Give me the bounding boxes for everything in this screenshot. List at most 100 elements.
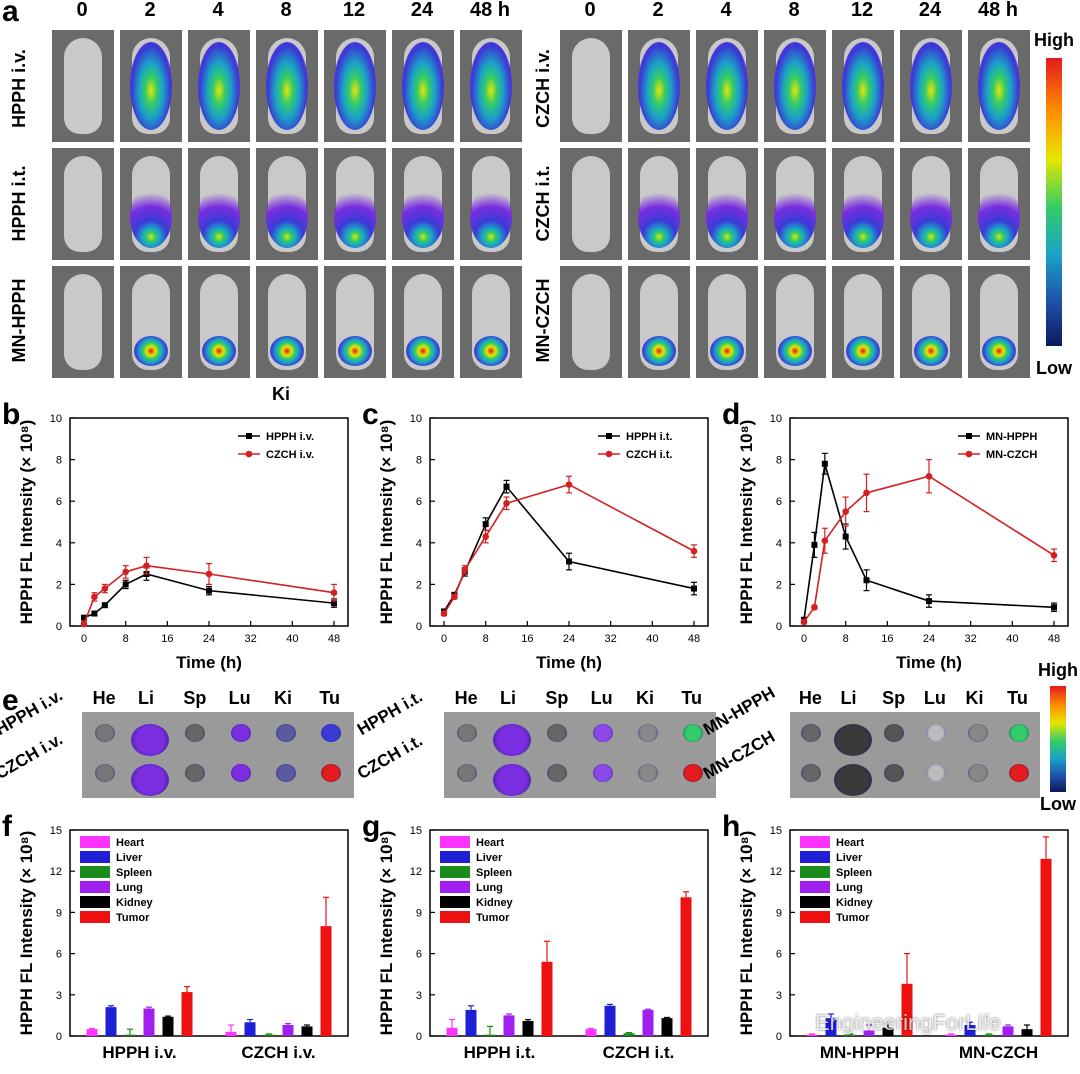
legend-label: HPPH i.t. bbox=[626, 431, 672, 443]
legend-swatch bbox=[800, 911, 830, 923]
y-tick-label: 8 bbox=[416, 455, 422, 467]
organ-sample bbox=[276, 764, 296, 782]
bar bbox=[661, 1018, 673, 1036]
colorbar-e-low: Low bbox=[1040, 794, 1076, 814]
mouse-image bbox=[628, 266, 690, 378]
y-axis-label: HPPH FL Intensity (× 10⁸) bbox=[737, 420, 756, 625]
bar bbox=[320, 926, 332, 1036]
fluorescence-signal bbox=[982, 336, 1016, 366]
organ-label: He bbox=[92, 688, 116, 708]
data-point bbox=[81, 614, 87, 621]
colorbar-a bbox=[1046, 58, 1062, 346]
organ-label: Sp bbox=[545, 688, 569, 708]
y-tick-label: 15 bbox=[770, 825, 782, 837]
fluorescence-signal bbox=[842, 186, 884, 248]
mouse-image bbox=[324, 266, 386, 378]
organ-sample bbox=[800, 724, 821, 742]
mouse-image bbox=[52, 266, 114, 378]
category-label: CZCH i.v. bbox=[241, 1043, 315, 1062]
legend-label: Kidney bbox=[476, 897, 514, 909]
legend-swatch bbox=[800, 866, 830, 878]
organ-sample bbox=[276, 724, 296, 742]
x-tick-label: 48 bbox=[688, 633, 700, 645]
data-point bbox=[143, 562, 150, 569]
data-point bbox=[863, 489, 870, 497]
mouse-image bbox=[188, 266, 250, 378]
y-tick-label: 9 bbox=[776, 907, 782, 919]
mouse-image bbox=[324, 148, 386, 260]
x-tick-label: 32 bbox=[245, 633, 257, 645]
legend-label: MN-CZCH bbox=[986, 449, 1037, 461]
fluorescence-signal bbox=[842, 42, 884, 130]
mouse-body bbox=[64, 156, 102, 252]
x-tick-label: 0 bbox=[441, 633, 447, 645]
data-point bbox=[91, 593, 98, 601]
bar bbox=[825, 1018, 837, 1036]
time-label-right-5: 24 bbox=[918, 0, 942, 21]
data-point bbox=[91, 610, 98, 617]
organ-label: Li bbox=[138, 688, 154, 708]
organ-sample bbox=[967, 724, 988, 742]
x-tick-label: 24 bbox=[563, 633, 575, 645]
fluorescence-signal bbox=[198, 186, 240, 248]
fluorescence-signal bbox=[774, 42, 816, 130]
legend-swatch bbox=[440, 896, 470, 908]
organ-sample bbox=[884, 764, 905, 782]
category-label: HPPH i.v. bbox=[102, 1043, 176, 1062]
data-point bbox=[1051, 604, 1057, 611]
bar bbox=[901, 983, 913, 1036]
plot-frame bbox=[789, 829, 1069, 1037]
y-tick-label: 10 bbox=[770, 413, 782, 425]
data-point bbox=[925, 472, 933, 480]
bar bbox=[225, 1031, 237, 1036]
data-point bbox=[821, 460, 828, 467]
bar bbox=[882, 1027, 894, 1036]
panel-letter: c bbox=[362, 398, 379, 431]
time-label-left-0: 0 bbox=[76, 0, 88, 21]
y-tick-label: 4 bbox=[416, 538, 422, 550]
organ-sample bbox=[1009, 764, 1030, 782]
legend-label: Lung bbox=[476, 882, 503, 894]
organ-sample bbox=[131, 724, 169, 756]
mouse-image bbox=[900, 30, 962, 142]
bar bbox=[844, 1034, 856, 1036]
y-tick-label: 0 bbox=[416, 621, 422, 633]
y-tick-label: 10 bbox=[410, 413, 422, 425]
organ-image-strip bbox=[790, 712, 1040, 798]
bar bbox=[503, 1015, 515, 1036]
legend-marker bbox=[606, 433, 612, 439]
bar bbox=[964, 1025, 976, 1036]
data-point bbox=[691, 585, 697, 592]
mouse-image bbox=[560, 30, 622, 142]
mouse-image bbox=[392, 266, 454, 378]
x-tick-label: 16 bbox=[161, 633, 173, 645]
organ-sample bbox=[547, 724, 568, 742]
mouse-image bbox=[900, 266, 962, 378]
y-axis-label: HPPH FL Intensity (× 10⁸) bbox=[17, 420, 36, 625]
fluorescence-signal bbox=[978, 186, 1020, 248]
organ-sample bbox=[925, 724, 946, 742]
fluorescence-signal bbox=[638, 186, 680, 248]
organ-label: Lu bbox=[590, 688, 613, 708]
bar bbox=[446, 1027, 458, 1036]
chart-f: f 0 3 6 9 12 15 HPPH FL Intensity (× 10⁸) HPPH i… bbox=[2, 812, 349, 1062]
legend-label: Liver bbox=[836, 852, 863, 864]
organ-sample bbox=[592, 764, 613, 782]
mouse-body bbox=[572, 274, 610, 370]
mouse-image bbox=[256, 266, 318, 378]
bar bbox=[105, 1007, 117, 1036]
time-label-right-1: 2 bbox=[652, 0, 664, 21]
y-tick-label: 9 bbox=[56, 907, 62, 919]
y-axis-label: HPPH FL Intensity (× 10⁸) bbox=[377, 420, 396, 625]
data-point bbox=[101, 602, 108, 609]
organ-sample bbox=[638, 724, 658, 742]
fluorescence-signal bbox=[642, 336, 676, 366]
legend-label: Liver bbox=[476, 852, 503, 864]
mouse-image bbox=[832, 266, 894, 378]
organ-sample bbox=[321, 724, 342, 742]
row-label-right-2: MN-CZCH bbox=[533, 278, 553, 363]
y-tick-label: 8 bbox=[776, 455, 782, 467]
bar bbox=[806, 1034, 818, 1036]
legend-label: Tumor bbox=[116, 912, 150, 924]
time-label-left-3: 8 bbox=[280, 0, 292, 21]
